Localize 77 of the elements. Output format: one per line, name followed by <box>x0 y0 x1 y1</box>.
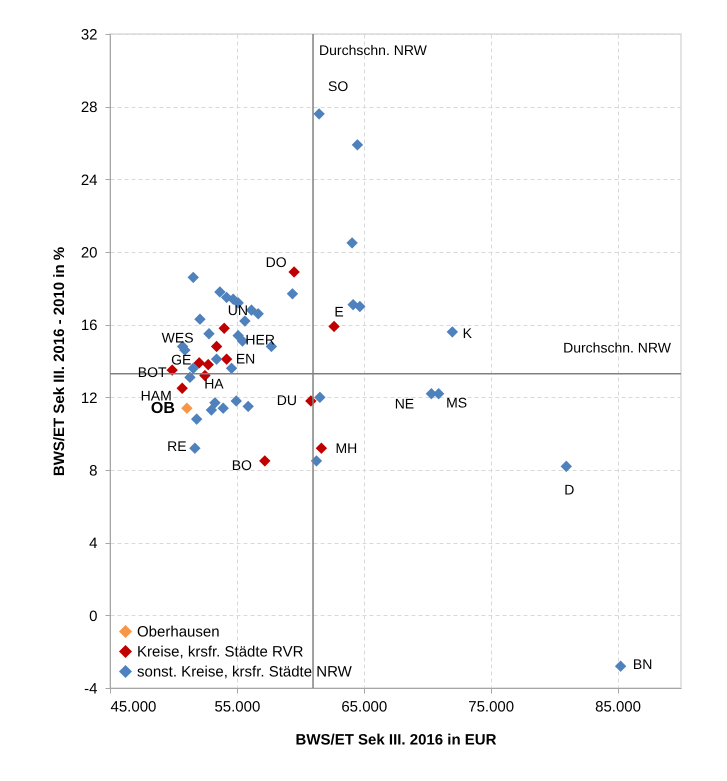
annotation: E <box>334 303 344 320</box>
x-tick-label: 75.000 <box>468 698 514 716</box>
point <box>194 357 205 369</box>
y-axis-title: BWS/ET Sek III. 2016 - 2010 in % <box>50 246 68 476</box>
point <box>288 266 300 278</box>
point <box>190 413 202 425</box>
annotation: DU <box>276 392 297 408</box>
point <box>210 353 222 365</box>
y-tick-label: 28 <box>80 99 98 116</box>
point <box>316 442 328 454</box>
point <box>560 460 572 472</box>
point <box>242 400 254 412</box>
y-tick-label: 4 <box>89 535 98 552</box>
point <box>354 300 366 312</box>
x-axis-title: BWS/ET Sek III. 2016 in EUR <box>296 732 497 748</box>
annotation: DO <box>266 254 287 270</box>
point <box>226 362 238 374</box>
annotation: GE <box>171 351 192 368</box>
y-tick-label: 12 <box>80 390 98 407</box>
point <box>239 315 251 327</box>
annotation: BN <box>632 656 652 672</box>
ref-line-label: Durchschn. NRW <box>563 340 672 356</box>
point <box>614 660 626 672</box>
point <box>218 322 230 334</box>
annotation: SO <box>328 78 348 94</box>
annotation: OB <box>150 400 175 418</box>
ref-line-label: Durchschn. NRW <box>319 42 428 58</box>
annotation: RE <box>167 438 187 454</box>
y-tick-label: 32 <box>80 26 98 44</box>
point <box>446 326 458 338</box>
y-tick-label: 16 <box>80 317 98 334</box>
point <box>252 308 264 320</box>
point <box>217 402 229 414</box>
y-tick-label: -4 <box>84 680 98 698</box>
annotation: HA <box>204 376 224 392</box>
y-tick-label: 0 <box>89 608 98 625</box>
y-tick-label: 24 <box>80 172 98 189</box>
point <box>220 353 232 365</box>
annotation: HER <box>245 332 275 348</box>
point <box>314 392 326 404</box>
point <box>202 358 214 370</box>
legend-label: Kreise, krsfr. Städte RVR <box>137 644 304 660</box>
point <box>230 395 242 407</box>
legend-label: Oberhausen <box>137 624 220 640</box>
point <box>210 340 222 352</box>
point <box>352 139 364 151</box>
annotation: BOT <box>138 364 168 380</box>
annotation: BO <box>232 456 252 473</box>
annotation: UN <box>228 302 248 318</box>
point <box>194 314 206 325</box>
point <box>286 288 298 300</box>
annotation: D <box>564 481 574 498</box>
annotation: EN <box>236 350 256 366</box>
annotation: NE <box>394 396 414 412</box>
point <box>259 455 271 467</box>
legend-label: sonst. Kreise, krsfr. Städte NRW <box>137 664 353 680</box>
x-tick-label: 85.000 <box>595 698 641 716</box>
point <box>313 108 325 120</box>
annotation: MH <box>336 440 358 456</box>
point <box>328 320 340 332</box>
point <box>214 286 226 298</box>
annotation: WES <box>162 329 194 346</box>
annotation: K <box>462 324 473 341</box>
annotation: MS <box>446 394 468 411</box>
point <box>346 237 358 249</box>
point <box>176 382 188 394</box>
x-tick-label: 65.000 <box>341 698 388 716</box>
y-tick-label: 8 <box>89 462 98 480</box>
point <box>181 402 193 414</box>
x-tick-label: 45.000 <box>110 698 156 716</box>
point <box>206 404 218 416</box>
point <box>209 397 221 408</box>
y-tick-label: 20 <box>80 244 98 262</box>
point <box>189 442 201 454</box>
point <box>188 272 199 284</box>
x-tick-label: 55.000 <box>214 698 260 716</box>
point <box>203 328 215 340</box>
